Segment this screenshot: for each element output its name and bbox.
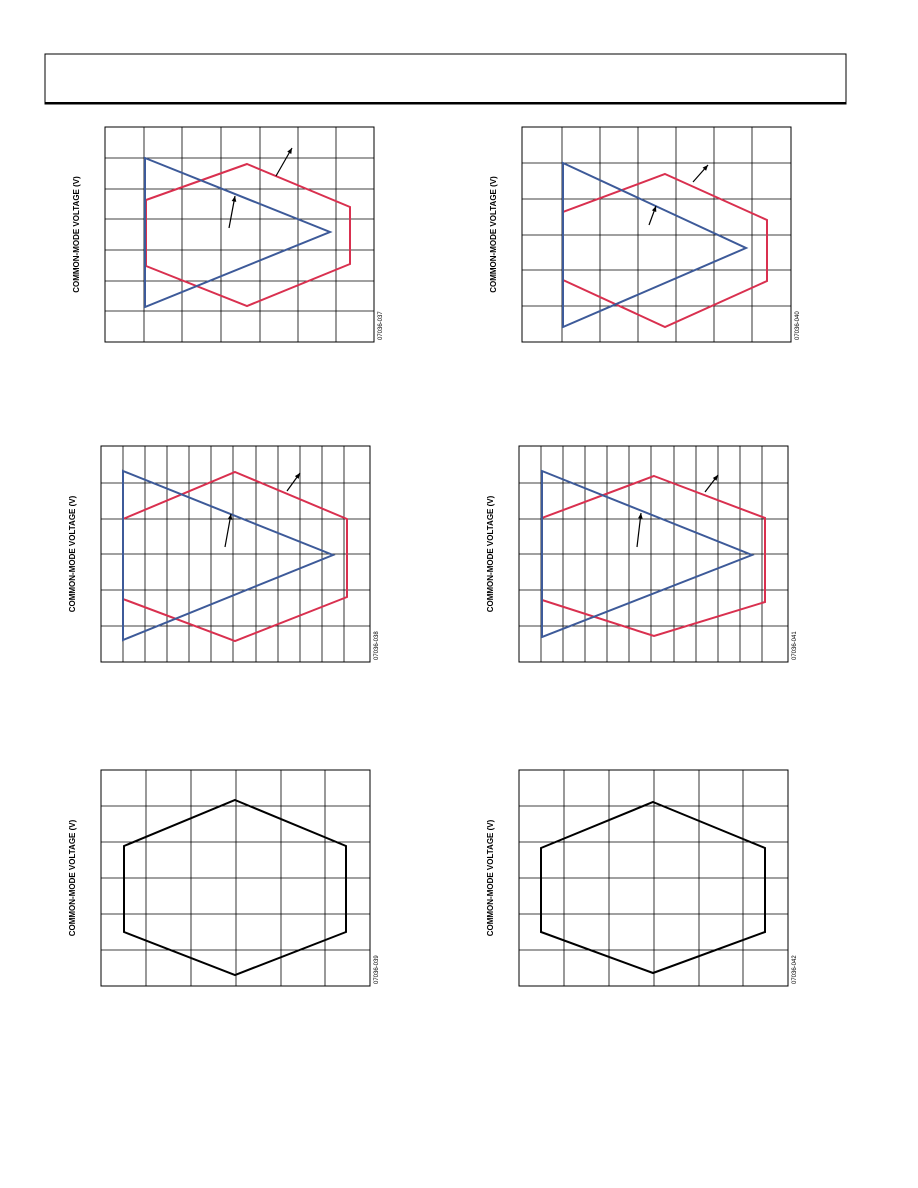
figure-id: 07036-039	[374, 955, 380, 984]
trace	[541, 469, 755, 639]
plot-frame	[104, 126, 375, 343]
plot-frame	[521, 126, 792, 343]
y-axis-label: COMMON-MODE VOLTAGE (V)	[486, 495, 495, 612]
arrow	[224, 513, 232, 548]
y-axis-label: COMMON-MODE VOLTAGE (V)	[486, 819, 495, 936]
arrow-head	[294, 473, 300, 479]
arrow-head	[231, 196, 237, 202]
arrow	[636, 512, 642, 548]
trace	[562, 161, 749, 329]
figure-id: 07036-041	[792, 631, 798, 660]
figure-id: 07036-042	[792, 955, 798, 984]
trace	[123, 798, 347, 977]
arrow-head	[651, 206, 657, 212]
figure-id: 07036-037	[378, 311, 384, 340]
y-axis-label: COMMON-MODE VOLTAGE (V)	[68, 819, 77, 936]
trace	[562, 172, 768, 329]
figure-id: 07036-040	[795, 311, 801, 340]
y-axis-label: COMMON-MODE VOLTAGE (V)	[68, 495, 77, 612]
trace	[145, 162, 351, 308]
arrow-head	[287, 148, 292, 154]
figure-id: 07036-038	[374, 631, 380, 660]
y-axis-label: COMMON-MODE VOLTAGE (V)	[489, 176, 498, 293]
trace	[122, 469, 336, 642]
trace	[144, 156, 333, 309]
trace	[541, 474, 766, 638]
trace	[122, 470, 348, 643]
trace	[540, 800, 766, 975]
arrow-head	[227, 514, 233, 520]
arrow-head	[712, 475, 718, 481]
header-box	[44, 53, 847, 105]
arrow-head	[638, 513, 643, 519]
y-axis-label: COMMON-MODE VOLTAGE (V)	[72, 176, 81, 293]
arrow-head	[702, 165, 708, 171]
